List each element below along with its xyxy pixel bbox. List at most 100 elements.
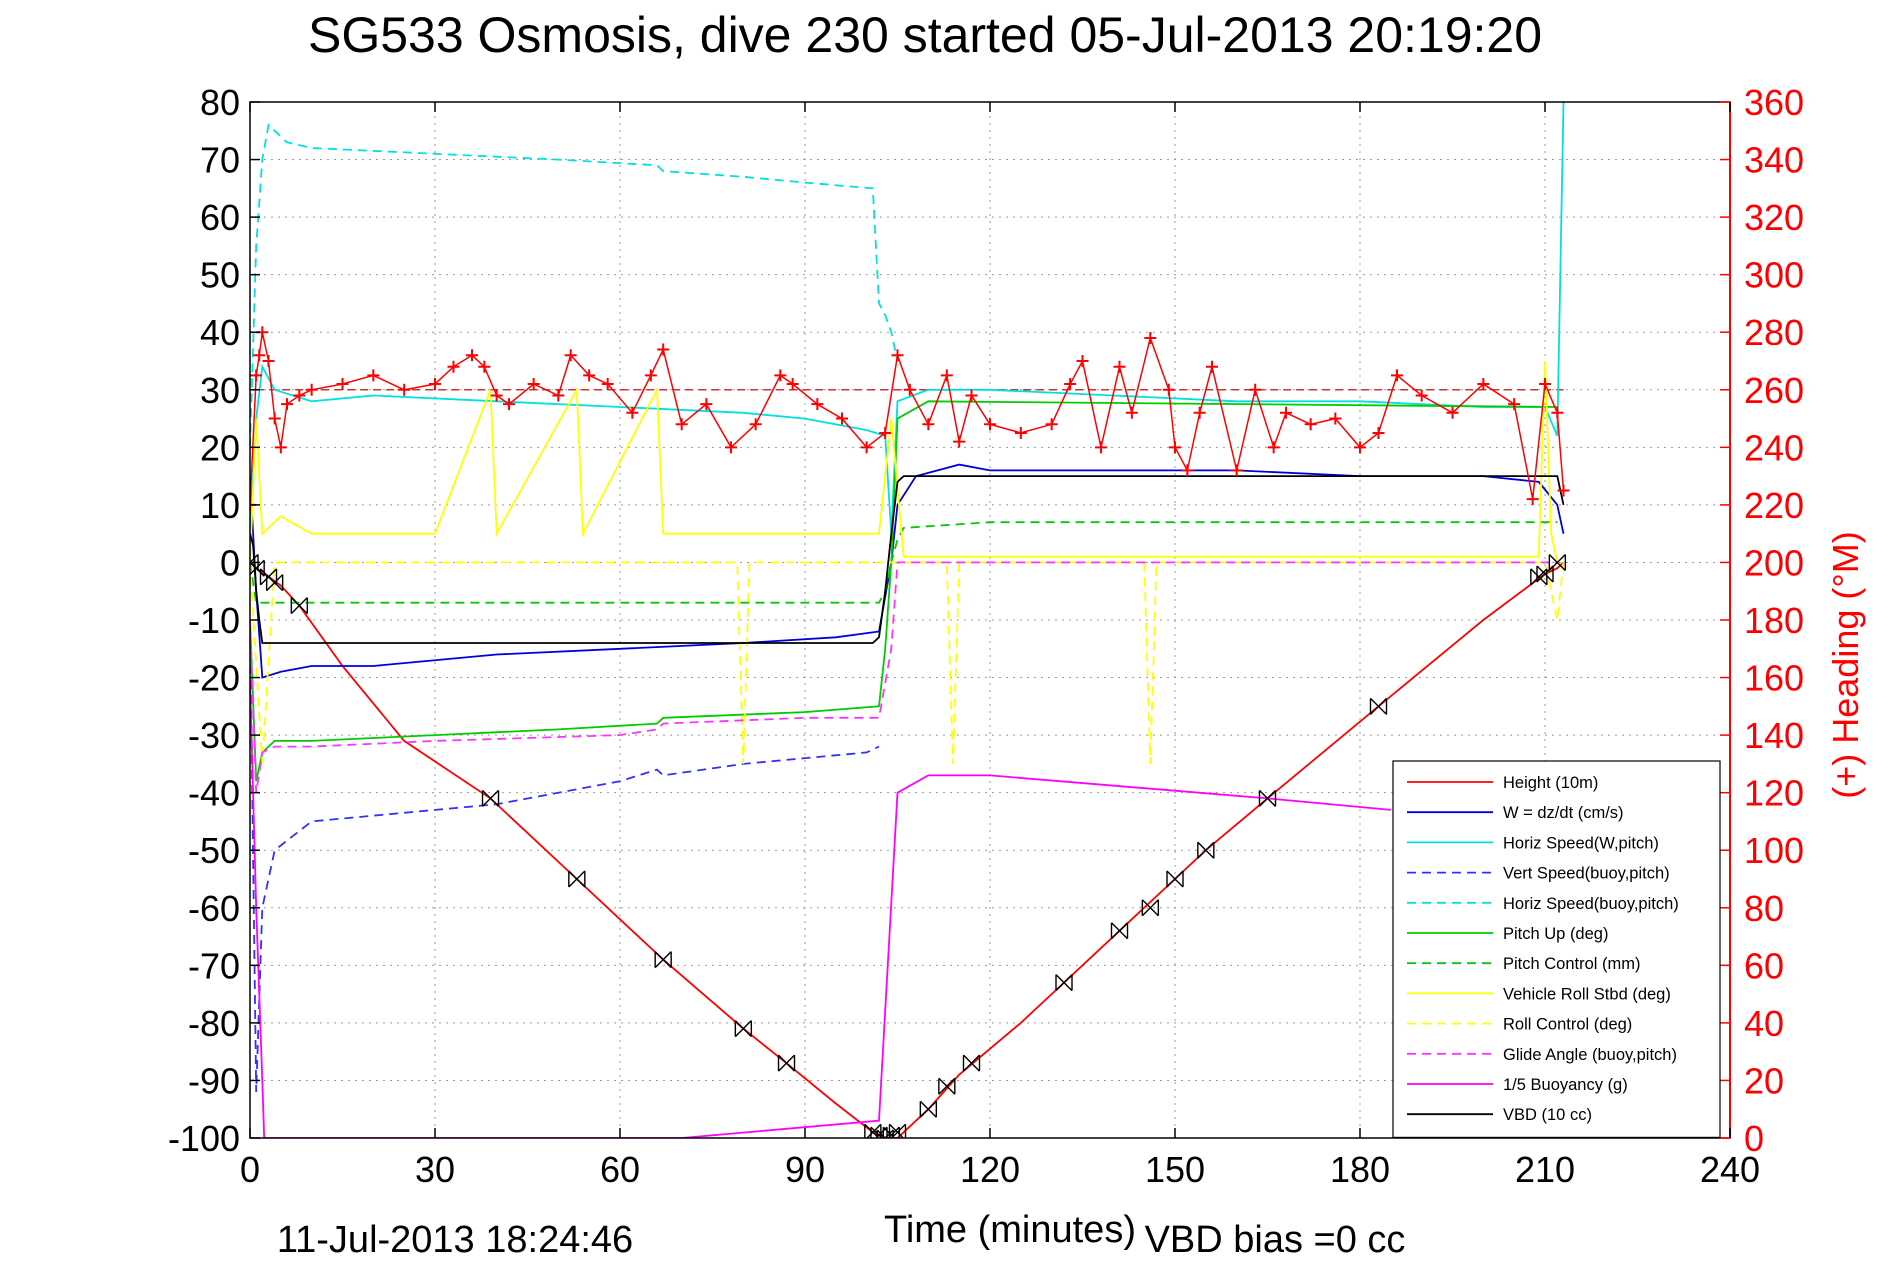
heading-point <box>836 412 848 425</box>
heading-point <box>1526 493 1539 506</box>
heading-point <box>1193 406 1206 419</box>
legend-label: W = dz/dt (cm/s) <box>1503 804 1624 822</box>
legend-label: Height (10m) <box>1503 774 1598 792</box>
y2-tick-label: 220 <box>1744 485 1804 526</box>
y-tick-label: -90 <box>188 1060 240 1101</box>
heading-point <box>293 389 306 402</box>
plot-area <box>250 102 1730 1138</box>
legend-label: Horiz Speed(W,pitch) <box>1503 834 1659 852</box>
footer-date: 11-Jul-2013 18:24:46 <box>277 1219 633 1261</box>
legend-box <box>1392 760 1721 1138</box>
heading-point <box>700 398 713 411</box>
dive-marker <box>1110 922 1129 940</box>
y-tick-label: -20 <box>188 658 240 699</box>
y2-tick-label: 300 <box>1744 255 1804 296</box>
dive-marker <box>1197 841 1215 859</box>
legend: Height (10m) W = dz/dt (cm/s) Horiz Speed(… <box>1392 760 1721 1138</box>
heading-point <box>601 378 614 391</box>
y-tick-label: 40 <box>200 312 240 353</box>
dive-marker <box>568 870 586 888</box>
heading-point <box>1415 389 1428 402</box>
heading-point <box>398 383 411 396</box>
series-line-7 <box>250 360 1559 563</box>
x-tick-label: 120 <box>960 1149 1020 1190</box>
legend-label: Glide Angle (buoy,pitch) <box>1503 1046 1677 1064</box>
y-tick-label: -50 <box>188 830 240 871</box>
dive-marker <box>290 597 309 615</box>
heading-point <box>503 398 515 411</box>
x-axis-label: Time (minutes) <box>884 1209 1136 1251</box>
legend-label: Vert Speed(buoy,pitch) <box>1503 865 1670 883</box>
heading-point <box>984 418 996 431</box>
heading-point <box>552 389 565 402</box>
heading-point <box>1162 383 1175 396</box>
heading-point <box>811 398 824 411</box>
heading-point <box>1181 464 1194 477</box>
series-line-10 <box>250 677 1391 1138</box>
dive-marker <box>777 1054 796 1072</box>
heading-point <box>1045 418 1058 431</box>
dive-marker <box>1141 899 1160 917</box>
heading-point <box>564 349 577 362</box>
heading-point <box>1064 378 1077 391</box>
y-tick-label: -80 <box>188 1003 240 1044</box>
y-tick-label: 60 <box>200 197 240 238</box>
y-tick-label: 80 <box>200 82 240 123</box>
footer-note: VBD bias =0 cc <box>1145 1219 1406 1261</box>
heading-point <box>786 378 799 391</box>
heading-point <box>490 389 503 402</box>
y-tick-label: -40 <box>188 773 240 814</box>
heading-point <box>583 369 596 382</box>
heading-point <box>262 355 275 367</box>
dive-marker <box>1166 870 1184 888</box>
heading-point <box>305 383 318 396</box>
heading-point <box>281 398 293 411</box>
series-line-3 <box>250 619 880 1093</box>
dive-marker <box>962 1054 981 1072</box>
y2-tick-label: 160 <box>1744 658 1804 699</box>
series-line-5 <box>250 400 1558 782</box>
heading-point <box>1113 360 1126 373</box>
heading-point <box>1206 360 1218 373</box>
chart-title: SG533 Osmosis, dive 230 started 05-Jul-2… <box>308 7 1542 63</box>
heading-point <box>1354 441 1366 454</box>
heading-markers <box>250 326 1570 511</box>
heading-point <box>774 369 787 382</box>
dive-marker <box>870 1126 888 1138</box>
heading-point <box>478 360 491 373</box>
heading-point <box>879 426 892 439</box>
y2-tick-label: 80 <box>1744 888 1784 929</box>
x-tick-label: 60 <box>600 1149 640 1190</box>
legend-label: Pitch Control (mm) <box>1503 955 1641 973</box>
legend-label: Roll Control (deg) <box>1503 1016 1632 1034</box>
y2-tick-label: 320 <box>1744 197 1804 238</box>
heading-point <box>953 435 966 448</box>
heading-point <box>1477 378 1490 391</box>
y2-tick-label: 140 <box>1744 715 1804 756</box>
y2-tick-label: 180 <box>1744 600 1804 641</box>
y-tick-label: 0 <box>220 542 240 583</box>
heading-point <box>1551 406 1564 419</box>
heading-point <box>922 418 935 431</box>
y-tick-label: 20 <box>200 427 240 468</box>
heading-point <box>1169 441 1181 454</box>
heading-point <box>1372 426 1385 439</box>
heading-point <box>1329 412 1342 425</box>
x-tick-label: 150 <box>1145 1149 1205 1190</box>
axes: 0 30 60 90 120 150 180 210 240-100-90-80-70-60-5… <box>168 82 1804 1190</box>
y-tick-label: 50 <box>200 255 240 296</box>
heading-point <box>447 360 460 373</box>
series-group <box>250 102 1570 1138</box>
heading-point <box>1304 418 1317 431</box>
dive-marker <box>1548 553 1567 571</box>
x-tick-label: 210 <box>1515 1149 1575 1190</box>
series-line-4 <box>250 123 899 448</box>
y2-tick-label: 100 <box>1744 830 1804 871</box>
legend-label: VBD (10 cc) <box>1503 1106 1592 1124</box>
heading-point <box>749 418 762 431</box>
heading-point <box>253 349 266 362</box>
y2-axis-label: (+) Heading (°M) <box>1825 531 1866 798</box>
dive-marker <box>250 559 265 577</box>
dive-marker <box>734 1020 753 1038</box>
series-line-9 <box>250 561 1558 793</box>
